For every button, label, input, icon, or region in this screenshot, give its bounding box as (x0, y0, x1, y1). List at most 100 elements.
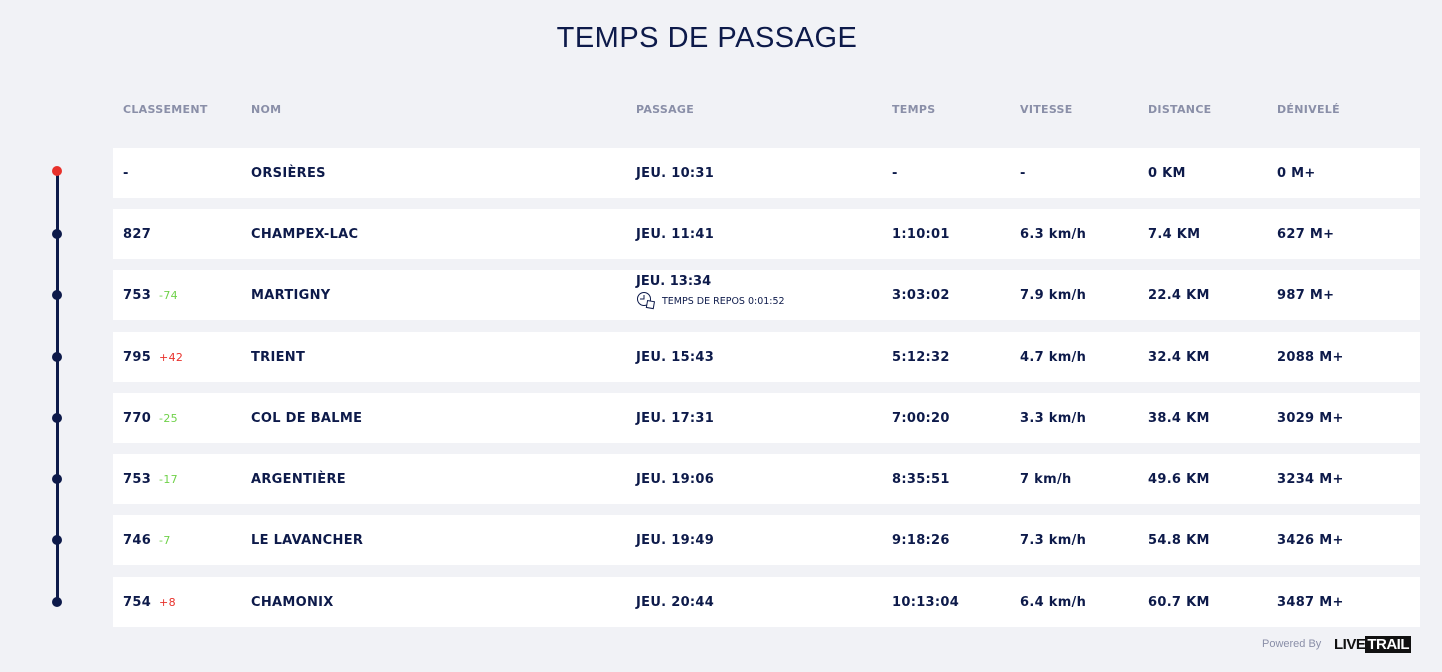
distance: 0 KM (1148, 165, 1186, 181)
elapsed-time: 7:00:20 (892, 410, 950, 426)
page-title: TEMPS DE PASSAGE (556, 22, 858, 54)
powered-by: Powered By (1262, 638, 1322, 650)
rank-delta: -17 (159, 472, 178, 486)
elevation: 987 M+ (1277, 287, 1335, 303)
header-distance: DISTANCE (1148, 103, 1212, 116)
rank: 827 (123, 226, 152, 242)
timeline-dot (52, 290, 62, 300)
rest-time: TEMPS DE REPOS 0:01:52 (662, 295, 785, 307)
rank-delta: -7 (159, 533, 171, 547)
elevation: 3426 M+ (1277, 532, 1344, 548)
elevation: 3234 M+ (1277, 471, 1344, 487)
timeline (56, 171, 59, 600)
table-row[interactable]: 795 +42 TRIENT JEU. 15:43 5:12:32 4.7 km/… (113, 332, 1420, 382)
timeline-dot (52, 166, 62, 176)
rank-cell: 746 -7 (123, 515, 171, 565)
elapsed-time: 5:12:32 (892, 349, 950, 365)
elevation: 3487 M+ (1277, 594, 1344, 610)
table-row[interactable]: 753 -17 ARGENTIÈRE JEU. 19:06 8:35:51 7 k… (113, 454, 1420, 504)
elapsed-time: 8:35:51 (892, 471, 950, 487)
table-row[interactable]: 754 +8 CHAMONIX JEU. 20:44 10:13:04 6.4 k… (113, 577, 1420, 627)
speed: 7.3 km/h (1020, 532, 1087, 548)
timeline-dot (52, 474, 62, 484)
checkpoint-name: COL DE BALME (251, 410, 363, 426)
table-row[interactable]: 770 -25 COL DE BALME JEU. 17:31 7:00:20 3… (113, 393, 1420, 443)
timeline-dot (52, 535, 62, 545)
rank: 753 (123, 471, 152, 487)
speed: 4.7 km/h (1020, 349, 1087, 365)
table-row[interactable]: 827 CHAMPEX-LAC JEU. 11:41 1:10:01 6.3 k… (113, 209, 1420, 259)
speed: - (1020, 165, 1026, 181)
speed: 6.4 km/h (1020, 594, 1087, 610)
rank: 746 (123, 532, 152, 548)
speed: 3.3 km/h (1020, 410, 1087, 426)
table-row[interactable]: - ORSIÈRES JEU. 10:31 - - 0 KM 0 M+ (113, 148, 1420, 198)
checkpoint-name: TRIENT (251, 349, 306, 365)
passage-time: JEU. 13:34 (636, 274, 712, 289)
distance: 32.4 KM (1148, 349, 1210, 365)
passage-time: JEU. 19:06 (636, 471, 715, 487)
rank-cell: 795 +42 (123, 332, 183, 382)
timeline-dot (52, 352, 62, 362)
rank-delta: +42 (159, 350, 184, 364)
distance: 49.6 KM (1148, 471, 1210, 487)
distance: 54.8 KM (1148, 532, 1210, 548)
rank-delta: -74 (159, 288, 178, 302)
rank: 770 (123, 410, 152, 426)
rank-delta: -25 (159, 411, 178, 425)
distance: 38.4 KM (1148, 410, 1210, 426)
passage-time: JEU. 15:43 (636, 349, 715, 365)
speed: 7 km/h (1020, 471, 1072, 487)
checkpoint-name: MARTIGNY (251, 287, 331, 303)
checkpoint-name: LE LAVANCHER (251, 532, 364, 548)
rest-clock-icon (637, 292, 656, 310)
distance: 60.7 KM (1148, 594, 1210, 610)
header-time: TEMPS (892, 103, 936, 116)
passage-time: JEU. 11:41 (636, 226, 715, 242)
header-rank: CLASSEMENT (123, 103, 208, 116)
distance: 22.4 KM (1148, 287, 1210, 303)
passage-time: JEU. 20:44 (636, 594, 715, 610)
rank: 795 (123, 349, 152, 365)
speed: 7.9 km/h (1020, 287, 1087, 303)
rank-cell: 770 -25 (123, 393, 178, 443)
elevation: 0 M+ (1277, 165, 1316, 181)
checkpoint-name: ARGENTIÈRE (251, 471, 346, 487)
elevation: 2088 M+ (1277, 349, 1344, 365)
passage-time: JEU. 17:31 (636, 410, 715, 426)
table-row[interactable]: 746 -7 LE LAVANCHER JEU. 19:49 9:18:26 7.… (113, 515, 1420, 565)
rank-cell: 753 -17 (123, 454, 178, 504)
elapsed-time: 3:03:02 (892, 287, 950, 303)
header-passage: PASSAGE (636, 103, 695, 116)
header-elevation: DÉNIVELÉ (1277, 103, 1340, 116)
timeline-dot (52, 413, 62, 423)
elapsed-time: 10:13:04 (892, 594, 960, 610)
passage-cell: JEU. 13:34 TEMPS DE REPOS 0:01:52 (636, 274, 785, 311)
passage-time: JEU. 19:49 (636, 532, 715, 548)
elapsed-time: 1:10:01 (892, 226, 950, 242)
header-name: NOM (251, 103, 282, 116)
timeline-dot (52, 597, 62, 607)
rank: 753 (123, 287, 152, 303)
checkpoint-name: ORSIÈRES (251, 165, 326, 181)
table-row[interactable]: 753 -74 MARTIGNY JEU. 13:34 TEMPS DE REPO… (113, 270, 1420, 320)
timeline-dot (52, 229, 62, 239)
rank-cell: 753 -74 (123, 270, 178, 320)
elapsed-time: - (892, 165, 898, 181)
passage-time: JEU. 10:31 (636, 165, 715, 181)
header-speed: VITESSE (1020, 103, 1073, 116)
elevation: 3029 M+ (1277, 410, 1344, 426)
checkpoint-name: CHAMONIX (251, 594, 334, 610)
livetrail-logo[interactable]: LIVE TRAIL (1334, 636, 1412, 653)
distance: 7.4 KM (1148, 226, 1201, 242)
rank-cell: 827 (123, 209, 151, 259)
rank-delta: +8 (159, 595, 176, 609)
rank-cell: - (123, 148, 129, 198)
elapsed-time: 9:18:26 (892, 532, 950, 548)
speed: 6.3 km/h (1020, 226, 1087, 242)
rank: 754 (123, 594, 152, 610)
elevation: 627 M+ (1277, 226, 1335, 242)
rank: - (123, 165, 129, 181)
rank-cell: 754 +8 (123, 577, 176, 627)
checkpoint-name: CHAMPEX-LAC (251, 226, 359, 242)
